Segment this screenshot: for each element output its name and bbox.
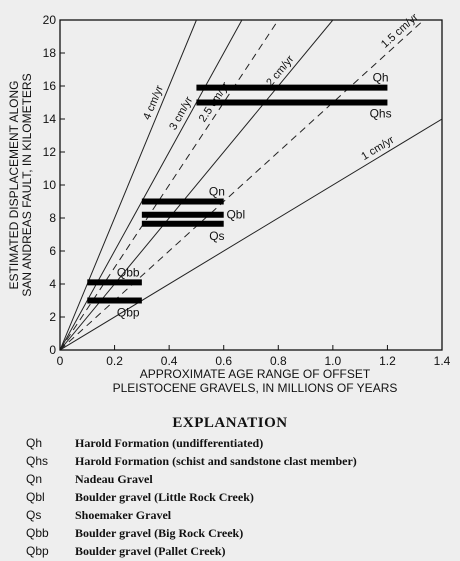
legend-code: Qh xyxy=(26,436,43,450)
rate-line-5 xyxy=(60,118,442,350)
legend-item: Qn Nadeau Gravel xyxy=(0,471,460,489)
legend-description: Nadeau Gravel xyxy=(75,472,153,486)
displacement-chart: 4 cm/yr 3 cm/yr 2.5 cm/yr2 cm/yr1.5 cm/yr1… xyxy=(7,11,451,395)
x-tick-label-7: 1.4 xyxy=(434,354,451,368)
rate-line-1 xyxy=(60,20,243,350)
x-tick-label-1: 0.2 xyxy=(106,354,123,368)
y-tick-label-6: 12 xyxy=(43,145,57,159)
rate-lines xyxy=(60,20,442,350)
y-tick-label-4: 8 xyxy=(49,211,56,225)
x-tick-label-4: 0.8 xyxy=(270,354,287,368)
x-tick-label-5: 1.0 xyxy=(325,354,342,368)
legend-description: Boulder gravel (Big Rock Creek) xyxy=(75,526,244,540)
legend-item: Qh Harold Formation (undifferentiated) xyxy=(0,435,460,453)
y-tick-label-5: 10 xyxy=(43,178,57,192)
y-tick-label-0: 0 xyxy=(49,343,56,357)
legend-description: Harold Formation (schist and sandstone c… xyxy=(75,454,357,468)
legend-description: Harold Formation (undifferentiated) xyxy=(75,436,264,450)
x-tick-label-2: 0.4 xyxy=(161,354,178,368)
bar-label-qbp: Qbp xyxy=(117,306,140,320)
x-tick-label-0: 0 xyxy=(57,354,64,368)
legend-description: Boulder gravel (Little Rock Creek) xyxy=(75,490,254,504)
legend-item: Qhs Harold Formation (schist and sandston… xyxy=(0,453,460,471)
legend-code: Qbb xyxy=(26,526,49,540)
rate-line-4 xyxy=(60,20,425,350)
legend-code: Qhs xyxy=(26,454,49,468)
legend-code: Qbl xyxy=(26,490,45,504)
rate-label-1: 3 cm/yr xyxy=(167,95,195,133)
legend-code: Qs xyxy=(26,508,42,522)
y-axis-title-line-1: SAN ANDREAS FAULT, IN KILOMETERS xyxy=(20,73,34,296)
legend-item: Qbb Boulder gravel (Big Rock Creek) xyxy=(0,525,460,543)
y-tick-label-2: 4 xyxy=(49,277,56,291)
rate-label-4: 1.5 cm/yr xyxy=(379,11,421,50)
legend-item: Qbl Boulder gravel (Little Rock Creek) xyxy=(0,489,460,507)
legend-code: Qbp xyxy=(26,544,49,558)
y-tick-label-7: 14 xyxy=(43,112,57,126)
x-axis-title-line-0: APPROXIMATE AGE RANGE OF OFFSET xyxy=(140,367,371,381)
legend-rows: Qh Harold Formation (undifferentiated) Qhs… xyxy=(0,435,460,561)
legend-description: Shoemaker Gravel xyxy=(75,508,172,522)
y-tick-label-9: 18 xyxy=(43,46,57,60)
bar-label-qh: Qh xyxy=(373,71,389,85)
rate-line-3 xyxy=(60,20,334,350)
rate-line-2 xyxy=(60,20,279,350)
legend-item: Qs Shoemaker Gravel xyxy=(0,507,460,525)
y-tick-label-10: 20 xyxy=(43,13,57,27)
bar-label-qbl: Qbl xyxy=(226,208,245,222)
x-tick-label-6: 1.2 xyxy=(379,354,396,368)
y-tick-label-1: 2 xyxy=(49,310,56,324)
bar-label-qn: Qn xyxy=(209,185,225,199)
x-tick-label-3: 0.6 xyxy=(215,354,232,368)
legend-code: Qn xyxy=(26,472,43,486)
bar-label-qbb: Qbb xyxy=(117,265,140,279)
y-axis-title-line-0: ESTIMATED DISPLACEMENT ALONG xyxy=(7,81,21,290)
bar-label-qhs: Qhs xyxy=(370,107,392,121)
legend-item: Qbp Boulder gravel (Pallet Creek) xyxy=(0,543,460,561)
bar-label-qs: Qs xyxy=(209,229,224,243)
legend-title: EXPLANATION xyxy=(172,415,288,431)
y-tick-label-8: 16 xyxy=(43,79,57,93)
legend-description: Boulder gravel (Pallet Creek) xyxy=(75,544,226,558)
x-axis-title-line-1: PLEISTOCENE GRAVELS, IN MILLIONS OF YEAR… xyxy=(113,381,398,395)
rate-label-5: 1 cm/yr xyxy=(359,134,396,163)
y-tick-label-3: 6 xyxy=(49,244,56,258)
explanation-legend: EXPLANATION Qh Harold Formation (undiffer… xyxy=(0,415,460,561)
rate-line-0 xyxy=(60,20,197,350)
